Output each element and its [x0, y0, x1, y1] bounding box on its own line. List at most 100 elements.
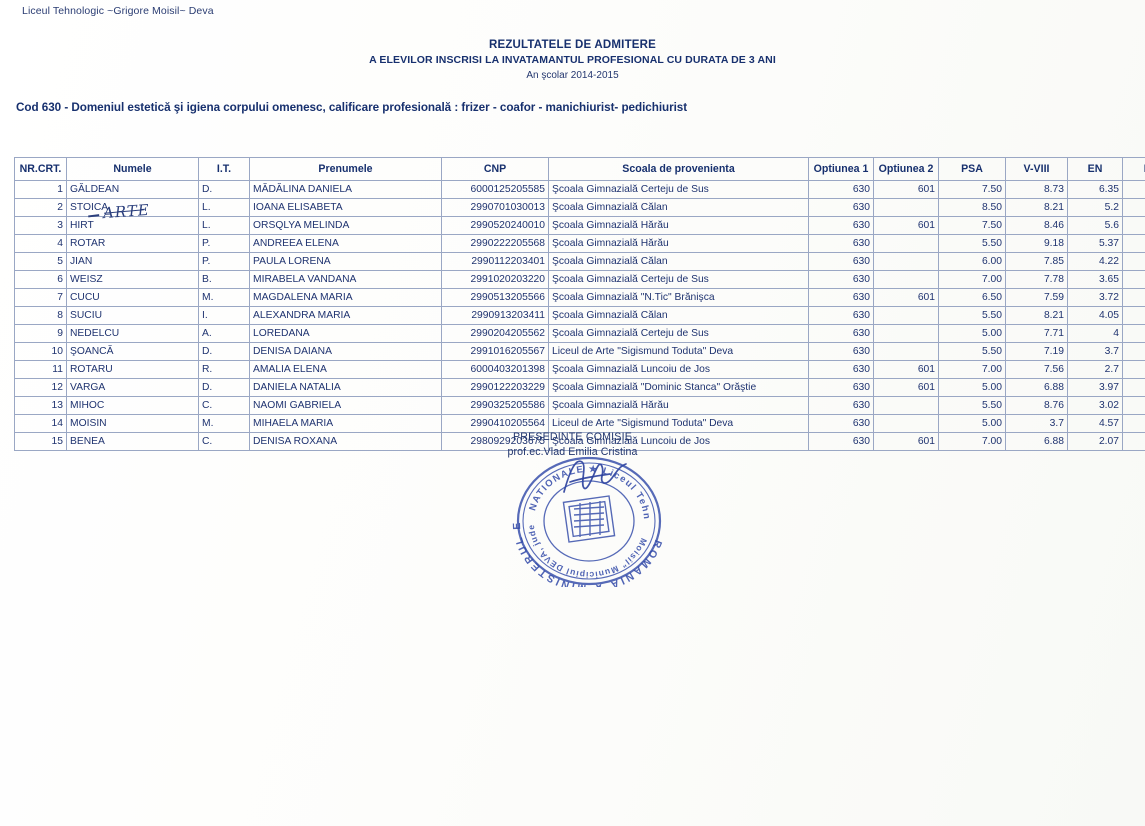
cell-cnp: 2990112203401 — [441, 252, 549, 271]
organization-header: Liceul Tehnologic ~Grigore Moisil~ Deva — [22, 5, 214, 17]
table-row: 1 GĂLDEAN D. MĂDĂLINA DANIELA 6000125205585 Ş… — [14, 180, 1145, 199]
cell-scoala: Şcoala Gimnazială Hărău — [548, 234, 809, 253]
cell-psa: 8.50 — [938, 198, 1006, 217]
cell-nr: 3 — [14, 216, 67, 235]
cell-it: C. — [198, 396, 250, 415]
results-table: NR.CRT. Numele I.T. Prenumele CNP Scoala… — [14, 157, 1145, 451]
cell-vviii: 8.46 — [1005, 216, 1068, 235]
table-header-row: NR.CRT. Numele I.T. Prenumele CNP Scoala… — [14, 157, 1145, 181]
cell-prenume: LOREDANA — [249, 324, 442, 343]
cell-optiunea1: 630 — [808, 198, 874, 217]
table-row: 4 ROTAR P. ANDREEA ELENA 2990222205568 Şcoala… — [14, 234, 1145, 253]
cell-ma: 4.57 — [1122, 342, 1145, 361]
cell-nume: JIAN — [66, 252, 199, 271]
cell-psa: 5.50 — [938, 234, 1006, 253]
cell-psa: 7.00 — [938, 360, 1006, 379]
col-header-prenume: Prenumele — [249, 157, 442, 181]
cell-optiunea2 — [873, 306, 939, 325]
cell-prenume: ALEXANDRA MARIA — [249, 306, 442, 325]
table-header: NR.CRT. Numele I.T. Prenumele CNP Scoala… — [14, 157, 1145, 181]
cell-en: 4.22 — [1067, 252, 1123, 271]
cell-optiunea1: 630 — [808, 270, 874, 289]
school-year: An şcolar 2014-2015 — [526, 70, 619, 81]
cell-nume: WEISZ — [66, 270, 199, 289]
signature-role: PREŞEDINTE COMISIE — [513, 431, 632, 443]
cell-it: L. — [198, 216, 250, 235]
document-title: REZULTATELE DE ADMITERE — [488, 39, 657, 51]
cell-scoala: Şcoala Gimnazială "Dominic Stanca" Orăşt… — [548, 378, 809, 397]
cell-optiunea2 — [873, 270, 939, 289]
cell-scoala: Liceul de Arte "Sigismund Toduta" Deva — [548, 342, 809, 361]
cell-optiunea1: 630 — [808, 252, 874, 271]
cell-ma: 4.69 — [1122, 378, 1145, 397]
cell-it: B. — [198, 270, 250, 289]
cell-scoala: Şcoala Gimnazială Călan — [548, 252, 809, 271]
cell-en: 5.2 — [1067, 198, 1123, 217]
cell-optiunea2 — [873, 324, 939, 343]
cell-prenume: IOANA ELISABETA — [249, 198, 442, 217]
cell-nr: 10 — [14, 342, 67, 361]
cell-vviii: 8.21 — [1005, 198, 1068, 217]
cell-scoala: Şcoala Gimnazială Certeju de Sus — [548, 180, 809, 199]
cell-en: 2.7 — [1067, 360, 1123, 379]
cell-optiunea2: 601 — [873, 360, 939, 379]
cell-nr: 8 — [14, 306, 67, 325]
table-row: 10 ŞOANCĂ D. DENISA DAIANA 2991016205567 Lice… — [14, 342, 1145, 361]
cell-optiunea1: 630 — [808, 324, 874, 343]
cell-ma: 6.31 — [1122, 216, 1145, 235]
cell-scoala: Şcoala Gimnazială Certeju de Sus — [548, 324, 809, 343]
cell-scoala: Şcoala Gimnazială Luncoiu de Jos — [548, 432, 809, 451]
cell-optiunea1: 630 — [808, 216, 874, 235]
svg-text:ROMANIA ★ MINISTERUL EDUCATIEI: ROMANIA ★ MINISTERUL EDUCATIEI — [500, 447, 664, 587]
cell-prenume: ANDREEA ELENA — [249, 234, 442, 253]
cell-prenume: MĂDĂLINA DANIELA — [249, 180, 442, 199]
cell-cnp: 2990122203229 — [441, 378, 549, 397]
cell-it: I. — [198, 306, 250, 325]
cell-vviii: 7.85 — [1005, 252, 1068, 271]
table-row: 15 BENEA C. DENISA ROXANA 2980929203675 Şcoal… — [14, 432, 1145, 451]
col-header-it: I.T. — [198, 157, 250, 181]
cell-nume: VARGA — [66, 378, 199, 397]
cell-it: A. — [198, 324, 250, 343]
cell-en: 3.72 — [1067, 288, 1123, 307]
cell-optiunea2 — [873, 198, 939, 217]
cell-cnp: 2990204205562 — [441, 324, 549, 343]
cell-cnp: 2991016205567 — [441, 342, 549, 361]
cell-ma: 6.32 — [1122, 234, 1145, 253]
cell-prenume: DENISA DAIANA — [249, 342, 442, 361]
cell-nr: 9 — [14, 324, 67, 343]
cell-optiunea1: 630 — [808, 306, 874, 325]
cell-nume: GĂLDEAN — [66, 180, 199, 199]
cell-cnp: 6000125205585 — [441, 180, 549, 199]
cell-prenume: MAGDALENA MARIA — [249, 288, 442, 307]
cell-psa: 7.50 — [938, 216, 1006, 235]
results-table-container: NR.CRT. Numele I.T. Prenumele CNP Scoala… — [14, 157, 1145, 451]
cell-prenume: DANIELA NATALIA — [249, 378, 442, 397]
table-row: 8 SUCIU I. ALEXANDRA MARIA 2990913203411 Şcoa… — [14, 306, 1145, 325]
cell-it: L. — [198, 198, 250, 217]
table-row: 7 CUCU M. MAGDALENA MARIA 2990513205566 Şcoal… — [14, 288, 1145, 307]
cell-nume: CUCU — [66, 288, 199, 307]
cell-vviii: 8.73 — [1005, 180, 1068, 199]
table-row: 11 ROTARU R. AMALIA ELENA 6000403201398 Şcoal… — [14, 360, 1145, 379]
cell-optiunea2: 601 — [873, 288, 939, 307]
signature-name: prof.ec.Vlad Emilia Cristina — [507, 446, 638, 458]
cell-optiunea1: 630 — [808, 432, 874, 451]
cell-ma: 3.91 — [1122, 360, 1145, 379]
table-row: 5 JIAN P. PAULA LORENA 2990112203401 Şcoala G… — [14, 252, 1145, 271]
cell-cnp: 2991020203220 — [441, 270, 549, 289]
cell-en: 3.7 — [1067, 342, 1123, 361]
cell-optiunea1: 630 — [808, 360, 874, 379]
cell-ma: 3.27 — [1122, 432, 1145, 451]
cell-ma: 4.68 — [1122, 288, 1145, 307]
cell-en: 6.35 — [1067, 180, 1123, 199]
cell-nr: 13 — [14, 396, 67, 415]
col-header-optiunea2: Optiunea 2 — [873, 157, 939, 181]
cell-cnp: 2990913203411 — [441, 306, 549, 325]
table-row: 3 HIRT L. ORSQLYA MELINDA 2990520240010 Şcoal… — [14, 216, 1145, 235]
cell-optiunea1: 630 — [808, 378, 874, 397]
col-header-en: EN — [1067, 157, 1123, 181]
cell-nr: 15 — [14, 432, 67, 451]
cell-scoala: Şcoala Gimnazială Hărău — [548, 396, 809, 415]
